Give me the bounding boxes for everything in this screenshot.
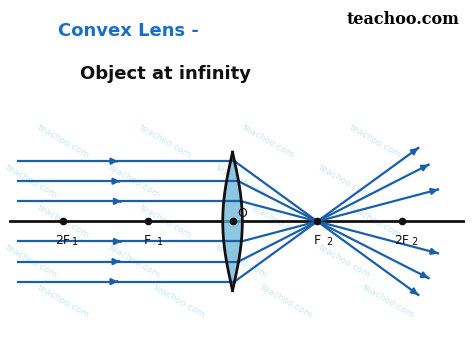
Text: teachoo.com: teachoo.com — [36, 283, 91, 320]
Text: teachoo.com: teachoo.com — [4, 243, 59, 280]
Text: 2F: 2F — [394, 234, 410, 247]
Text: teachoo.com: teachoo.com — [348, 203, 403, 240]
Text: teachoo.com: teachoo.com — [36, 122, 91, 159]
Text: 2F: 2F — [55, 234, 71, 247]
Text: F: F — [314, 234, 321, 247]
Text: teachoo.com: teachoo.com — [107, 243, 162, 280]
Text: teachoo.com: teachoo.com — [214, 163, 269, 200]
Text: 2: 2 — [411, 238, 418, 247]
Text: teachoo.com: teachoo.com — [258, 283, 314, 320]
Text: 2: 2 — [327, 238, 333, 247]
Text: teachoo.com: teachoo.com — [107, 163, 162, 200]
Text: teachoo.com: teachoo.com — [214, 243, 269, 280]
Text: F: F — [144, 234, 151, 247]
Text: teachoo.com: teachoo.com — [36, 203, 91, 240]
Text: Convex Lens -: Convex Lens - — [57, 22, 199, 40]
Text: Object at infinity: Object at infinity — [81, 65, 251, 83]
Text: teachoo.com: teachoo.com — [241, 122, 296, 159]
Text: teachoo.com: teachoo.com — [4, 163, 59, 200]
Text: teachoo.com: teachoo.com — [348, 122, 403, 159]
Text: teachoo.com: teachoo.com — [317, 243, 372, 280]
Text: teachoo.com: teachoo.com — [138, 122, 193, 159]
Text: teachoo.com: teachoo.com — [361, 283, 416, 320]
Text: teachoo.com: teachoo.com — [347, 11, 460, 28]
Text: teachoo.com: teachoo.com — [317, 163, 372, 200]
Text: teachoo.com: teachoo.com — [250, 203, 305, 240]
Text: 1: 1 — [73, 238, 79, 247]
Text: teachoo.com: teachoo.com — [138, 203, 193, 240]
Polygon shape — [223, 152, 242, 291]
Text: 1: 1 — [157, 238, 164, 247]
Text: O: O — [237, 207, 247, 220]
Text: teachoo.com: teachoo.com — [151, 283, 207, 320]
